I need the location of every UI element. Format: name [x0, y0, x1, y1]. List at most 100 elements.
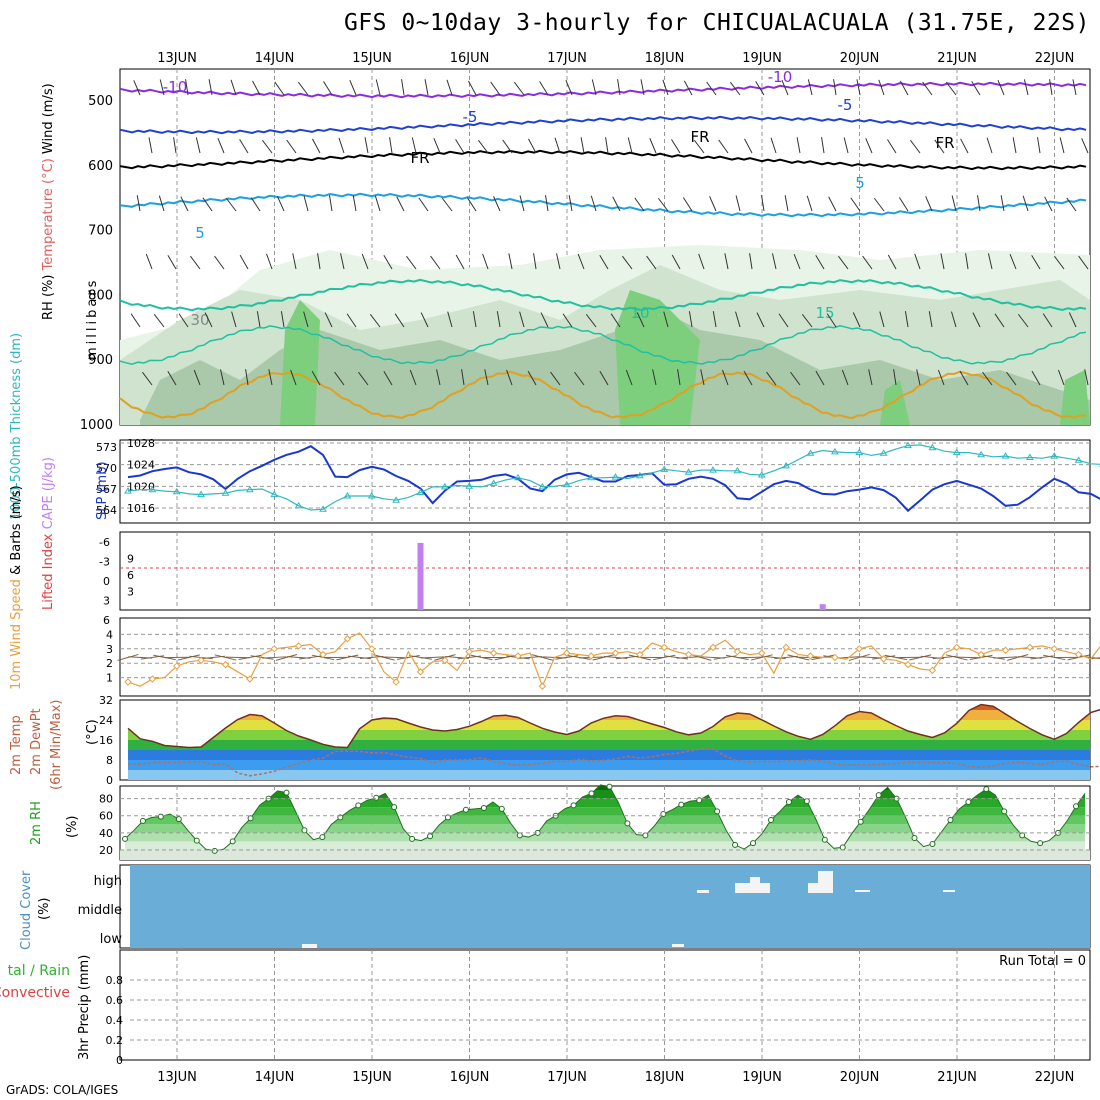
rh-marker-62: [678, 801, 685, 808]
barb-0-3: [145, 253, 153, 270]
barb-11-1: [411, 137, 417, 154]
thickness-marker-0: [124, 487, 132, 494]
wind-marker-58: [831, 653, 839, 662]
barb-21-0: [640, 79, 645, 96]
rh-marker-68: [732, 841, 739, 848]
barb-4-0: [230, 79, 237, 96]
contour-label-4: FR: [410, 149, 429, 167]
pc-ytick-0: 0: [116, 1054, 123, 1067]
rh-marker-2: [139, 817, 146, 824]
barb-39-3: [1078, 255, 1089, 270]
barb-34-4: [951, 311, 957, 328]
wind-marker-26: [441, 656, 449, 665]
x-tick-bottom-6: 19JUN: [742, 1070, 782, 1085]
barb-10-5: [383, 370, 393, 386]
wind-barb-13: [275, 654, 298, 661]
barb-25-1: [744, 138, 753, 154]
ua-ytick-900: 900: [88, 353, 113, 368]
barb-5-5: [268, 369, 273, 386]
ua-ytick-800: 800: [88, 288, 113, 303]
barb-7-2: [303, 195, 309, 212]
temp-band-3: [128, 740, 1090, 750]
ua-ylabel-units: millibars: [85, 278, 100, 360]
barb-33-5: [937, 369, 945, 386]
tp-ylabel-3: (6hr Min/Max): [49, 700, 64, 790]
rh-ylabel-units: (%): [65, 816, 80, 839]
tp-ytick-24: 24: [99, 714, 113, 727]
rh-marker-26: [355, 802, 362, 809]
barb-24-5: [722, 369, 729, 386]
barb-29-3: [838, 255, 849, 270]
wind-barb-5: [177, 654, 200, 661]
x-tick-top-5: 18JUN: [645, 51, 685, 66]
barb-29-4: [826, 313, 837, 328]
rh-marker-92: [947, 817, 954, 823]
wind-marker-22: [392, 678, 400, 686]
wind-marker-28: [465, 647, 473, 656]
x-tick-bottom-5: 18JUN: [645, 1070, 685, 1085]
barb-17-4: [540, 312, 549, 328]
wind-marker-30: [489, 649, 498, 657]
barb-13-2: [441, 197, 453, 212]
rh-marker-88: [911, 835, 918, 841]
barb-29-2: [828, 196, 837, 212]
pc-ytick-0.6: 0.6: [106, 994, 124, 1007]
rh-marker-14: [247, 815, 254, 822]
barb-2-1: [195, 137, 201, 154]
thickness-marker-8: [221, 489, 230, 496]
x-tick-bottom-7: 20JUN: [840, 1070, 880, 1085]
barb-19-3: [599, 255, 609, 270]
barb-1-4: [153, 313, 165, 328]
pr-rtick-1024: 1024: [127, 459, 155, 472]
temp-band-1: [128, 760, 1090, 770]
barb-10-2: [374, 195, 381, 212]
barb-12-3: [430, 255, 441, 270]
barb-21-4: [636, 312, 645, 328]
barb-3-5: [220, 369, 225, 386]
run-total: Run Total = 0: [999, 954, 1086, 969]
wind-barb-39: [592, 654, 615, 661]
barb-3-2: [202, 197, 213, 212]
barb-10-1: [389, 137, 393, 154]
barb-12-0: [424, 79, 429, 96]
thickness-marker-24: [416, 488, 425, 495]
barb-1-5: [167, 371, 177, 386]
barb-5-1: [261, 139, 273, 154]
barb-14-4: [472, 311, 477, 328]
barb-32-0: [899, 80, 909, 96]
barb-20-0: [617, 79, 621, 96]
wind-marker-64: [904, 660, 912, 669]
barb-7-3: [317, 253, 321, 270]
barb-21-2: [634, 197, 645, 212]
thickness-marker-16: [319, 505, 327, 512]
barb-11-0: [401, 79, 405, 96]
rh-marker-42: [498, 805, 505, 812]
rh-marker-100: [1019, 832, 1026, 839]
thickness-marker-62: [879, 449, 888, 456]
st-rtick-6: 6: [127, 569, 134, 582]
thickness-marker-68: [952, 448, 961, 456]
pr-ltick-564: 564: [96, 504, 117, 517]
wind-marker-74: [1026, 643, 1034, 652]
tp-ytick-0: 0: [106, 774, 113, 787]
contour-10: [119, 278, 1087, 312]
barb-19-0: [591, 79, 597, 96]
stability-panel: -6 -3 0 3 6 3 6 9 Lifted Index CAPE (J/kg): [41, 457, 1090, 627]
barb-22-2: [657, 197, 669, 212]
barb-24-0: [706, 81, 717, 96]
barb-8-0: [323, 81, 333, 96]
barb-38-0: [1049, 79, 1053, 96]
rh-ytick-60: 60: [99, 810, 113, 823]
wind-barb-65: [909, 654, 932, 661]
rh-marker-50: [570, 802, 577, 809]
barb-24-3: [724, 253, 729, 270]
wind-marker-72: [1001, 646, 1010, 654]
wd-ytick-3: 3: [106, 643, 113, 656]
pc-ylabel: 3hr Precip (mm): [77, 955, 92, 1060]
rh-marker-84: [875, 792, 882, 799]
rh-marker-18: [283, 789, 290, 796]
barb-21-1: [649, 138, 657, 154]
barb-20-5: [625, 369, 633, 386]
wind-barb-37: [567, 654, 591, 660]
wind-barb-60: [848, 653, 870, 661]
